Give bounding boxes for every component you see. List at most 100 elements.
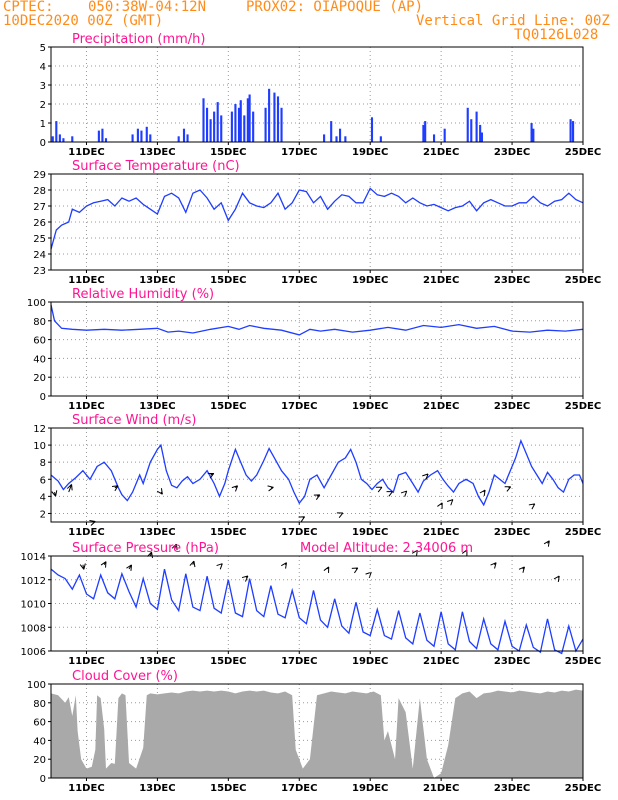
wind-arrow [241, 575, 249, 582]
precip-bar [220, 115, 223, 142]
precip-panel: 0 1 2 3 4 5 11DEC 13DEC 15DEC 17DEC 19DEC 21DEC 23DE… [40, 32, 602, 158]
rh-ytick-label: 60 [33, 336, 46, 347]
precip-bar [475, 111, 478, 142]
pres-xtick-label: 15DEC [210, 656, 246, 667]
precip-ytick-label: 5 [40, 43, 46, 54]
temp-xtick-label: 15DEC [210, 275, 246, 286]
wind-arrow-head [189, 560, 195, 566]
cloud-xtick-label: 13DEC [139, 783, 175, 794]
precip-title: Precipitation (mm/h) [72, 32, 205, 47]
precip-bar [209, 119, 212, 142]
wind-arrow-head [506, 486, 512, 492]
wind-arrow [79, 563, 86, 570]
pres-xtick-label: 21DEC [423, 656, 459, 667]
precip-bar [424, 121, 427, 142]
cloud-ytick-label: 40 [33, 736, 46, 747]
wind-arrow-head [547, 540, 550, 547]
wind-arrow-head [219, 563, 223, 570]
wind-arrow-head [300, 516, 306, 522]
wind-arrow-head [130, 564, 133, 571]
precip-bar [177, 136, 180, 142]
precip-bar [466, 107, 469, 142]
wind-ytick-label: 2 [40, 509, 46, 520]
precip-bar [97, 130, 100, 142]
wind-arrow-head [55, 490, 58, 497]
precip-bar [335, 136, 338, 142]
precip-bar [572, 121, 575, 142]
wind-arrow-head [175, 543, 178, 551]
pres-ytick-label: 1006 [21, 647, 46, 658]
precip-xtick-label: 17DEC [281, 147, 317, 158]
cloud-xtick-label: 21DEC [423, 783, 459, 794]
precip-xtick-label: 23DEC [494, 147, 530, 158]
rh-xtick-label: 15DEC [210, 401, 246, 412]
wind-arrow-head [425, 473, 429, 480]
precip-bar [62, 138, 65, 142]
wind-arrow [461, 549, 468, 556]
precip-bar [182, 128, 186, 142]
wind-arrow [207, 472, 215, 479]
wind-arrow [112, 485, 119, 492]
wind-arrow-head [446, 499, 453, 502]
precip-bar [51, 136, 54, 142]
precip-xtick-label: 21DEC [423, 147, 459, 158]
precip-bar [230, 111, 233, 142]
wind-arrow [411, 549, 418, 557]
precip-bar [344, 136, 347, 142]
pres-ytick-label: 1014 [21, 552, 46, 563]
temp-xtick-label: 23DEC [494, 275, 530, 286]
rh-xtick-label: 17DEC [281, 401, 317, 412]
wind-arrow-head [553, 575, 560, 580]
rh-ytick-label: 80 [33, 317, 46, 328]
wind-arrow-head [281, 562, 287, 567]
cloud-xtick-label: 17DEC [281, 783, 317, 794]
pres-ytick-label: 1010 [21, 600, 46, 611]
temp-xtick-label: 19DEC [352, 275, 388, 286]
precip-bar [532, 128, 535, 142]
wind-arrow-head [156, 490, 163, 495]
wind-arrow [298, 516, 306, 522]
wind-xtick-label: 23DEC [494, 527, 530, 538]
precip-bar [237, 107, 241, 142]
pres-ytick-label: 1008 [21, 623, 46, 634]
wind-arrow [365, 571, 372, 579]
precip-bar [216, 102, 219, 142]
precip-bar [136, 128, 139, 142]
precip-bar [243, 115, 246, 142]
cloud-ytick-label: 20 [33, 755, 46, 766]
temp-ytick-label: 29 [33, 170, 46, 181]
precip-bar [432, 134, 436, 142]
wind-arrow [156, 488, 163, 495]
precip-xtick-label: 11DEC [68, 147, 104, 158]
cloud-ytick-label: 80 [33, 699, 46, 710]
rh-panel: 0 20 40 60 80 100 11DEC 13DEC 15DEC 17DEC 19DEC 21D… [27, 287, 601, 412]
precip-ytick-label: 0 [40, 138, 46, 149]
precip-bar [55, 121, 58, 142]
pres-ytick-label: 1012 [21, 576, 46, 587]
wind-arrow-head [368, 572, 372, 579]
pres-xtick-label: 13DEC [139, 656, 175, 667]
wind-arrow-head [268, 486, 274, 492]
cloud-cover-area [51, 689, 583, 778]
wind-xtick-label: 19DEC [352, 527, 388, 538]
wind-arrow-head [241, 575, 248, 579]
wind-arrow-head [114, 485, 119, 492]
wind-title: Surface Wind (m/s) [72, 413, 196, 428]
wind-arrow-head [112, 485, 119, 487]
temp-ytick-label: 23 [33, 266, 46, 277]
cloud-xtick-label: 11DEC [68, 783, 104, 794]
pres-xtick-label: 11DEC [68, 656, 104, 667]
wind-arrow [323, 566, 330, 573]
wind-arrow-head [400, 490, 407, 494]
cloud-panel: 0 20 40 60 80 100 11DEC 13DEC 15DEC 17DEC 19DEC 21D… [27, 669, 601, 794]
wind-arrow [479, 489, 486, 497]
precip-xtick-label: 15DEC [210, 147, 246, 158]
temp-ytick-label: 26 [33, 218, 46, 229]
precip-xtick-label: 19DEC [352, 147, 388, 158]
precip-bar [131, 134, 134, 142]
precip-bar [71, 136, 74, 142]
wind-arrow-head [422, 473, 429, 477]
temp-xtick-label: 25DEC [565, 275, 601, 286]
rh-ytick-label: 40 [33, 354, 46, 365]
wind-arrow [281, 562, 287, 569]
